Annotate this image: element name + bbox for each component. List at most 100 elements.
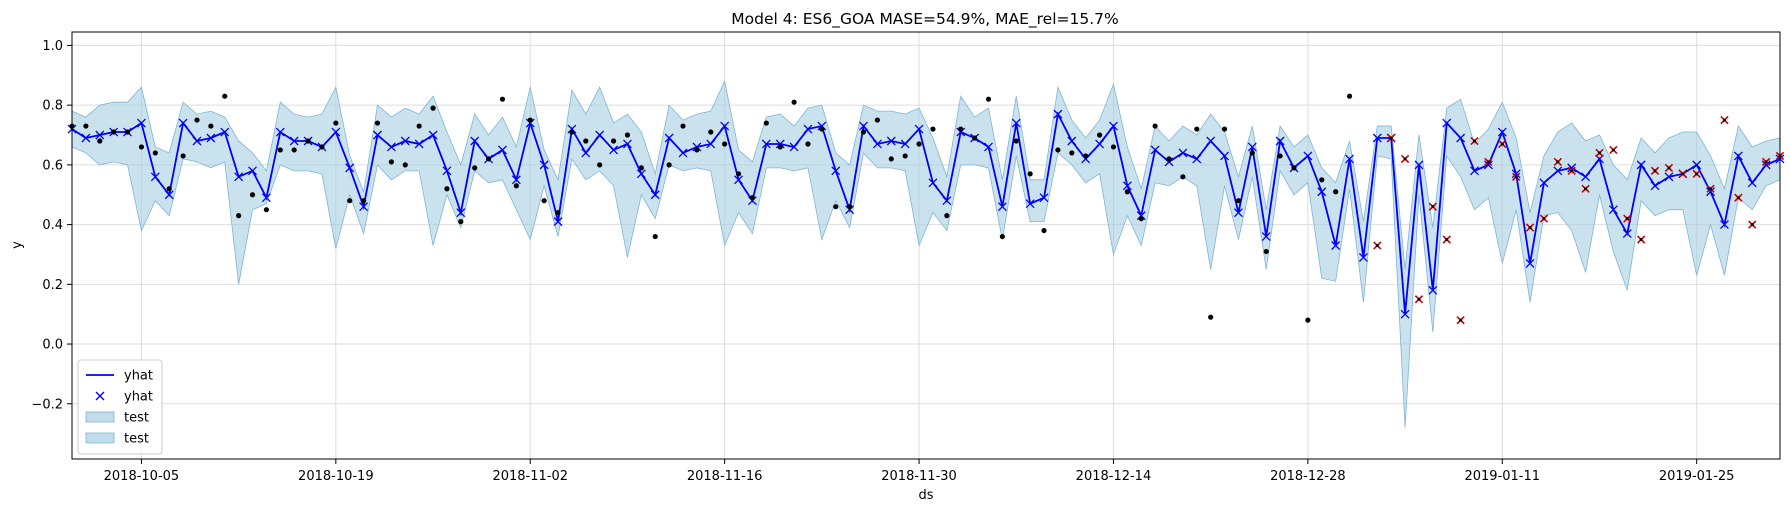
actual-point <box>1138 216 1144 222</box>
actual-point <box>1180 174 1186 180</box>
actual-point <box>291 147 297 153</box>
yhat-marker <box>331 127 341 137</box>
actual-point <box>1194 126 1200 132</box>
actual-point <box>124 129 131 135</box>
yhat-marker <box>400 136 410 146</box>
actual-point <box>1041 227 1047 234</box>
y-tick-label: −0.2 <box>31 397 63 412</box>
yhat-marker <box>1456 133 1466 143</box>
actual-point <box>805 141 811 147</box>
yhat-marker <box>775 139 785 149</box>
actual-point <box>194 117 200 123</box>
test-point <box>1414 295 1424 304</box>
y-axis: −0.2 0.0 0.2 0.4 0.6 0.8 1.0 <box>31 39 72 412</box>
yhat-marker <box>789 142 799 152</box>
actual-point <box>1013 138 1019 144</box>
yhat-marker <box>359 202 369 212</box>
actual-point <box>763 120 769 126</box>
yhat-marker <box>997 202 1007 212</box>
y-tick-label: 0.6 <box>42 158 63 173</box>
yhat-marker <box>1039 193 1049 203</box>
yhat-marker <box>1428 285 1438 295</box>
yhat-marker <box>942 196 952 206</box>
actual-point <box>583 138 589 144</box>
yhat-marker <box>1553 166 1563 176</box>
yhat-marker <box>1622 229 1632 239</box>
yhat-marker <box>984 142 993 152</box>
yhat-marker <box>1303 151 1313 161</box>
actual-point <box>708 129 714 135</box>
test-point <box>1761 157 1771 167</box>
test-point <box>1595 148 1604 158</box>
actual-point <box>1249 150 1255 156</box>
yhat-marker <box>803 124 813 134</box>
legend-label: yhat <box>124 390 153 405</box>
yhat-marker <box>664 133 674 143</box>
yhat-marker <box>1372 133 1382 143</box>
actual-points <box>69 93 1353 323</box>
x-tick-label: 2018-10-05 <box>104 469 180 484</box>
yhat-marker <box>511 175 521 185</box>
yhat-marker <box>164 190 174 200</box>
test-point <box>1720 115 1729 125</box>
yhat-marker <box>567 124 577 134</box>
actual-point <box>347 198 353 204</box>
yhat-marker <box>1567 163 1577 173</box>
actual-point <box>1305 317 1311 323</box>
actual-point <box>166 186 172 192</box>
yhat-marker <box>581 148 591 158</box>
x-axis: 2018-10-05 2018-10-19 2018-11-02 2018-11-16… <box>104 459 1734 484</box>
legend-item: yhat <box>95 390 153 405</box>
y-tick-label: 0.0 <box>42 338 63 353</box>
actual-point <box>1319 177 1325 183</box>
yhat-marker <box>1261 232 1271 242</box>
actual-point <box>888 156 894 162</box>
actual-point <box>472 165 478 171</box>
yhat-marker <box>428 130 438 140</box>
actual-point <box>485 156 492 162</box>
yhat-line <box>71 111 1781 315</box>
actual-point <box>111 129 117 135</box>
x-tick-label: 2018-11-30 <box>881 469 957 484</box>
actual-point <box>236 213 242 219</box>
test-point <box>1498 139 1507 149</box>
yhat-marker <box>747 196 757 206</box>
yhat-marker <box>234 172 244 182</box>
actual-point <box>1277 153 1283 159</box>
test-point <box>1581 184 1590 193</box>
actual-point <box>999 233 1005 240</box>
yhat-marker <box>1122 181 1132 191</box>
yhat-marker <box>275 127 285 137</box>
test-point <box>1456 315 1465 325</box>
yhat-marker <box>456 208 466 218</box>
actual-point <box>458 219 464 225</box>
legend-item: test <box>85 411 149 426</box>
test-point <box>1650 166 1660 176</box>
actual-point <box>138 144 145 150</box>
test-points <box>1373 115 1790 325</box>
actual-point <box>1110 144 1117 150</box>
actual-point <box>1291 165 1297 171</box>
yhat-path <box>71 111 1781 315</box>
yhat-marker <box>1275 136 1285 146</box>
test-point <box>1678 169 1687 179</box>
yhat-marker <box>1692 160 1702 170</box>
actual-point <box>819 126 825 132</box>
actual-point <box>791 99 797 105</box>
actual-point <box>444 186 450 192</box>
actual-point <box>1333 189 1339 195</box>
legend: yhat yhat test test <box>77 359 163 455</box>
yhat-marker <box>206 133 216 143</box>
yhat-marker <box>1761 160 1771 170</box>
yhat-marker <box>1483 160 1493 170</box>
actual-point <box>416 123 422 129</box>
yhat-marker <box>1150 145 1160 155</box>
yhat-marker <box>1192 154 1202 164</box>
test-point <box>1428 202 1438 211</box>
actual-point <box>680 123 686 129</box>
yhat-marker <box>1331 241 1341 250</box>
yhat-marker <box>261 193 271 203</box>
actual-point <box>1083 153 1089 159</box>
x-tick-label: 2018-12-28 <box>1270 469 1346 484</box>
